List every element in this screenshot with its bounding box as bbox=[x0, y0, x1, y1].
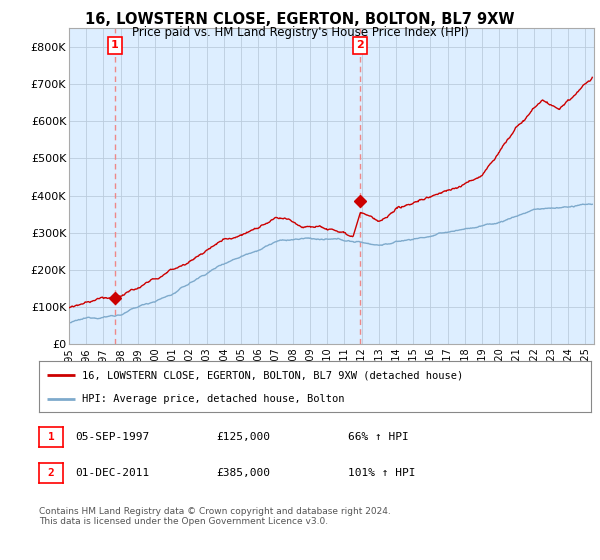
Text: 01-DEC-2011: 01-DEC-2011 bbox=[75, 468, 149, 478]
Text: £125,000: £125,000 bbox=[216, 432, 270, 442]
Text: 1: 1 bbox=[111, 40, 119, 50]
Text: HPI: Average price, detached house, Bolton: HPI: Average price, detached house, Bolt… bbox=[82, 394, 344, 404]
Text: 05-SEP-1997: 05-SEP-1997 bbox=[75, 432, 149, 442]
Text: £385,000: £385,000 bbox=[216, 468, 270, 478]
Text: 2: 2 bbox=[47, 468, 55, 478]
Text: 66% ↑ HPI: 66% ↑ HPI bbox=[348, 432, 409, 442]
Text: Price paid vs. HM Land Registry's House Price Index (HPI): Price paid vs. HM Land Registry's House … bbox=[131, 26, 469, 39]
Text: 101% ↑ HPI: 101% ↑ HPI bbox=[348, 468, 415, 478]
Text: 16, LOWSTERN CLOSE, EGERTON, BOLTON, BL7 9XW: 16, LOWSTERN CLOSE, EGERTON, BOLTON, BL7… bbox=[85, 12, 515, 27]
Text: 2: 2 bbox=[356, 40, 364, 50]
Text: 16, LOWSTERN CLOSE, EGERTON, BOLTON, BL7 9XW (detached house): 16, LOWSTERN CLOSE, EGERTON, BOLTON, BL7… bbox=[82, 370, 463, 380]
Text: 1: 1 bbox=[47, 432, 55, 442]
Text: Contains HM Land Registry data © Crown copyright and database right 2024.
This d: Contains HM Land Registry data © Crown c… bbox=[39, 507, 391, 526]
